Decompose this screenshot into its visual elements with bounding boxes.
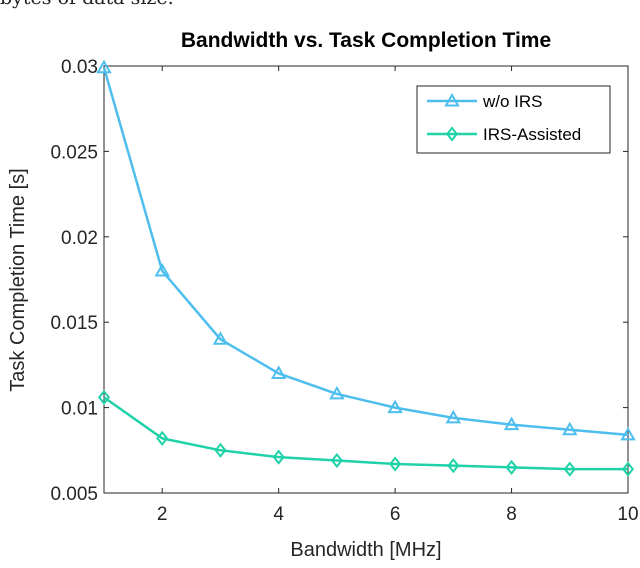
series-layer [96,59,636,477]
x-tick-label: 10 [617,504,638,525]
data-point-irs-assisted [156,430,169,446]
data-point-irs-assisted [447,458,460,474]
legend-swatch-marker [445,126,459,142]
data-point-irs-assisted [272,449,285,465]
series-line-w-o-irs [102,67,629,437]
y-tick-label: 0.02 [61,228,98,249]
series-line-irs-assisted [103,396,628,471]
y-tick-label: 0.025 [50,142,98,163]
data-point-w-o-irs [562,421,578,436]
data-point-irs-assisted [97,389,111,405]
data-point-irs-assisted [214,442,227,458]
data-point-w-o-irs [212,331,229,345]
data-point-w-o-irs [445,409,462,424]
y-tick-label: 0.03 [61,57,98,78]
y-axis-title: Task Completion Time [s] [7,168,29,391]
y-tick-label: 0.015 [50,313,98,334]
chart-title: Bandwidth vs. Task Completion Time [181,29,551,52]
data-point-irs-assisted [505,459,518,475]
legend-label: IRS-Assisted [483,125,581,144]
legend-entry-irs-assisted: IRS-Assisted [427,125,581,144]
series-irs-assisted [97,389,635,477]
series-w-o-irs [96,59,636,441]
data-point-w-o-irs [329,385,345,400]
data-point-w-o-irs [270,365,287,379]
x-tick-label: 8 [506,504,517,525]
y-tick-label: 0.01 [61,399,98,420]
axis-ticks: 2 4 6 8 10 0.005 0.01 0.015 0.02 0.025 0.03 [50,57,638,525]
x-tick-label: 2 [157,504,168,525]
data-point-w-o-irs [387,399,403,414]
legend: w/o IRS IRS-Assisted [416,85,611,154]
data-point-w-o-irs [154,262,170,277]
x-axis-title: Bandwidth [MHz] [290,539,441,561]
data-point-irs-assisted [621,461,635,477]
legend-label: w/o IRS [482,92,543,111]
data-point-w-o-irs [96,59,112,74]
data-point-irs-assisted [330,452,343,469]
data-point-w-o-irs [503,416,520,431]
legend-entry-w-o-irs: w/o IRS [427,92,543,111]
y-tick-label: 0.005 [50,484,98,505]
data-point-irs-assisted [563,461,576,477]
legend-swatch-marker [444,92,460,107]
data-point-irs-assisted [389,456,402,472]
x-tick-label: 4 [273,504,284,525]
data-point-w-o-irs [620,426,636,441]
x-tick-label: 6 [390,504,401,525]
legend-box [416,85,611,154]
page-caption: bytes of data size. [0,0,174,9]
